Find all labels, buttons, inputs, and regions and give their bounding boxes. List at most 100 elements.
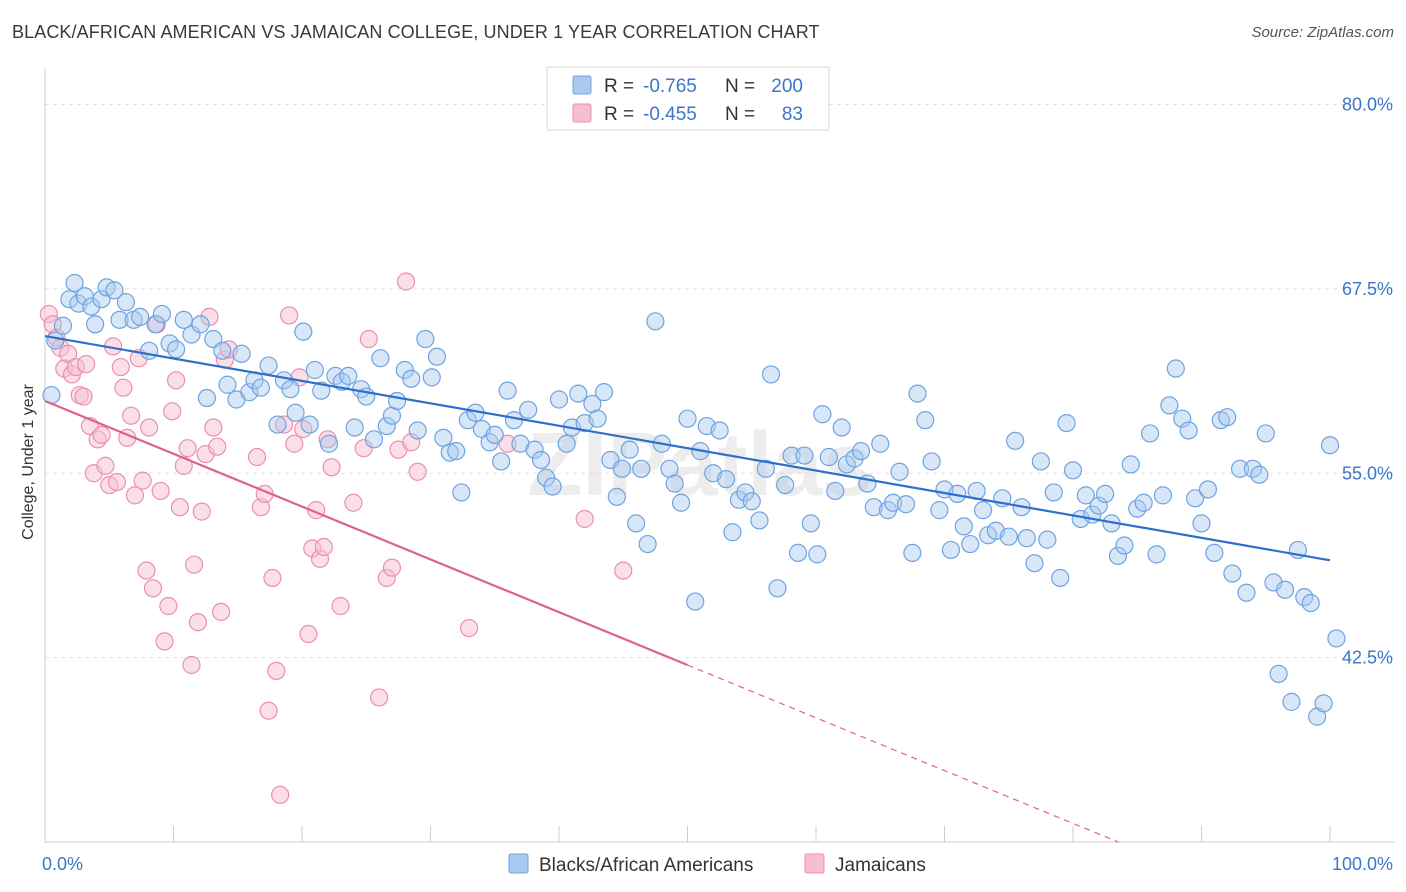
x-tick-label: 0.0% <box>42 854 83 874</box>
blacks-point <box>485 425 504 444</box>
blacks-point <box>916 411 935 430</box>
blacks-point <box>557 434 576 453</box>
x-tick-labels: 0.0% 100.0% <box>42 854 1393 874</box>
blacks-point <box>1192 514 1211 533</box>
bottom-legend-label-pink: Jamaicans <box>835 855 926 876</box>
blacks-point <box>832 418 851 437</box>
blacks-point <box>105 281 124 300</box>
blacks-point <box>60 290 79 309</box>
blacks-point <box>232 344 251 363</box>
blacks-point <box>1327 629 1346 648</box>
blacks-point <box>819 447 838 467</box>
y-tick-label: 80.0% <box>1342 95 1393 115</box>
blacks-point <box>686 592 705 611</box>
bottom-legend-swatch-pink <box>804 853 825 874</box>
blacks-point <box>110 310 129 329</box>
y-axis-title: College, Under 1 year <box>20 384 37 540</box>
blacks-point <box>519 400 538 419</box>
legend-n-label: N = <box>725 76 755 97</box>
blacks-point <box>312 381 331 400</box>
y-tick-label: 67.5% <box>1342 279 1393 299</box>
source-credit: Source: ZipAtlas.com <box>1251 24 1394 41</box>
jamaicans-point <box>77 355 96 374</box>
blacks-point <box>768 579 787 598</box>
y-tick-label: 55.0% <box>1342 463 1393 483</box>
blacks-point <box>903 543 922 563</box>
blacks-point <box>851 442 871 461</box>
x-tick-label: 100.0% <box>1332 854 1393 874</box>
y-tick-labels: 42.5% 55.0% 67.5% 80.0% <box>1342 95 1393 668</box>
blacks-point <box>1250 465 1269 484</box>
legend: R = -0.765 N = 200 R = -0.455 N = 83 <box>546 66 830 131</box>
blacks-point <box>930 501 949 520</box>
blacks-point <box>1017 529 1036 548</box>
jamaicans-point <box>267 661 286 681</box>
jamaicans-point <box>143 579 163 598</box>
jamaicans-point <box>139 418 159 437</box>
blacks-point <box>826 481 845 501</box>
jamaicans-trend-extension <box>687 664 1119 843</box>
jamaicans-point <box>359 329 378 349</box>
jamaicans-point <box>96 456 115 475</box>
blacks-point <box>1063 461 1083 480</box>
blacks-point <box>218 375 237 394</box>
blacks-point <box>408 421 427 440</box>
blacks-point <box>504 411 524 430</box>
jamaicans-point <box>247 447 267 467</box>
blacks-point <box>922 452 941 471</box>
blacks-point <box>1301 593 1320 613</box>
legend-n-value: 200 <box>771 76 803 97</box>
blacks-point <box>594 383 614 402</box>
jamaicans-point <box>74 387 93 406</box>
blacks-point <box>422 368 441 387</box>
blacks-point <box>1269 664 1288 683</box>
jamaicans-point <box>204 418 223 437</box>
blacks-point <box>440 443 459 462</box>
legend-r-value: -0.765 <box>643 76 697 97</box>
blacks-point <box>1025 554 1044 573</box>
bottom-legend-label-blue: Blacks/African Americans <box>539 855 753 876</box>
blacks-point <box>890 462 909 481</box>
jamaicans-point <box>184 555 204 574</box>
blacks-point <box>1282 692 1301 711</box>
jamaicans-point <box>211 602 231 622</box>
jamaicans-point <box>370 688 389 707</box>
blacks-point <box>671 493 691 512</box>
blacks-point <box>191 315 210 334</box>
blacks-point <box>871 434 890 453</box>
blacks-point <box>166 340 186 359</box>
blacks-point <box>795 446 814 465</box>
blacks-point <box>801 514 820 533</box>
blacks-point <box>1160 396 1179 415</box>
blacks-point <box>549 390 569 409</box>
blacks-point <box>402 369 421 388</box>
blacks-point <box>1230 459 1250 478</box>
blacks-point <box>92 290 111 309</box>
blacks-point <box>1185 489 1205 508</box>
jamaicans-point <box>114 378 133 397</box>
blacks-point <box>146 315 165 334</box>
blacks-point <box>723 523 742 542</box>
blacks-point <box>268 415 287 434</box>
bottom-legend-swatch-blue <box>508 853 529 874</box>
blacks-point <box>646 312 665 331</box>
blacks-point <box>1205 543 1224 563</box>
blacks-point <box>139 341 159 360</box>
jamaicans-point <box>382 558 402 577</box>
legend-r-value: -0.455 <box>643 104 697 125</box>
blacks-point <box>1031 452 1050 471</box>
blacks-point <box>612 459 632 478</box>
jamaicans-point <box>459 619 479 638</box>
legend-r-label: R = <box>604 104 634 125</box>
jamaicans-point <box>92 425 111 444</box>
blacks-point <box>1314 694 1333 713</box>
blacks-point <box>678 409 697 428</box>
legend-n-value: 83 <box>782 104 803 125</box>
blacks-point <box>665 474 684 493</box>
bottom-legend: Blacks/African Americans Jamaicans <box>508 853 926 876</box>
jamaicans-point <box>408 462 427 481</box>
blacks-point <box>531 450 551 470</box>
blacks-point <box>1096 484 1115 503</box>
blacks-point <box>973 501 993 520</box>
blacks-point <box>294 322 313 341</box>
